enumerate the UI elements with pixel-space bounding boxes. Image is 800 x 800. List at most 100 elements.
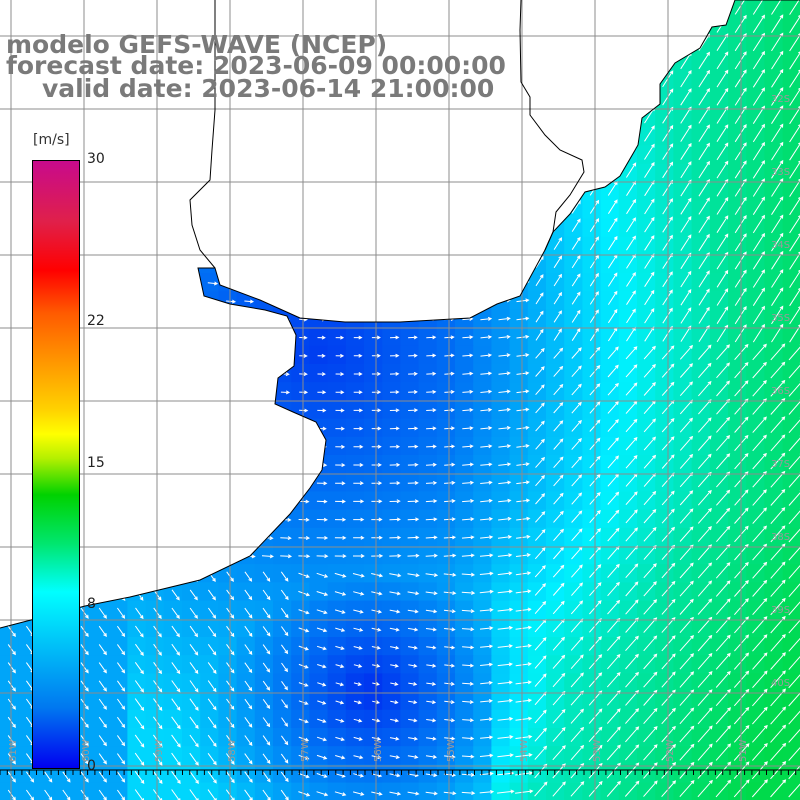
- wind-arrow: [116, 735, 126, 747]
- wind-cell: [218, 236, 238, 256]
- colorbar-tick-label: 0: [87, 758, 96, 774]
- wind-arrow: [189, 354, 200, 359]
- wind-arrow: [7, 570, 17, 584]
- wind-cell: [764, 145, 784, 165]
- wind-arrow: [461, 43, 476, 48]
- wind-cell: [0, 527, 19, 547]
- wind-cell: [236, 163, 256, 183]
- wind-arrow: [788, 670, 800, 689]
- wind-arrow: [479, 571, 494, 576]
- wind-arrow: [261, 117, 275, 122]
- wind-arrow: [80, 771, 89, 783]
- wind-cell: [182, 236, 201, 256]
- wind-arrow: [408, 371, 418, 376]
- wind-arrow: [752, 305, 765, 325]
- wind-cell: [273, 382, 292, 401]
- wind-cell: [691, 236, 711, 256]
- wind-arrow: [207, 336, 218, 340]
- latitude-label: 37S: [771, 459, 790, 470]
- wind-cell: [491, 236, 511, 256]
- wind-arrow: [643, 671, 658, 688]
- wind-cell: [491, 527, 511, 547]
- wind-cell: [600, 254, 620, 274]
- wind-cell: [254, 163, 274, 183]
- wind-arrow: [480, 480, 493, 485]
- wind-arrow: [225, 226, 237, 231]
- wind-arrow: [7, 735, 16, 747]
- wind-cell: [345, 382, 365, 401]
- wind-arrow: [352, 117, 366, 122]
- wind-arrow: [571, 291, 581, 305]
- wind-arrow: [207, 481, 219, 486]
- wind-cell: [309, 327, 329, 347]
- wind-cell: [436, 218, 456, 238]
- wind-arrow: [79, 281, 93, 287]
- wind-arrow: [553, 310, 562, 323]
- wind-arrow: [370, 7, 385, 12]
- wind-cell: [582, 782, 602, 800]
- wind-cell: [218, 0, 238, 19]
- wind-arrow: [170, 154, 184, 159]
- wind-arrow: [571, 327, 581, 341]
- wind-arrow: [280, 607, 289, 619]
- wind-cell: [491, 382, 511, 401]
- wind-cell: [473, 400, 492, 420]
- wind-arrow: [407, 517, 420, 522]
- wind-cell: [163, 473, 183, 492]
- latitude-label: 35S: [771, 313, 790, 324]
- wind-cell: [455, 0, 474, 19]
- wind-cell: [345, 182, 365, 201]
- wind-cell: [236, 127, 256, 147]
- wind-arrow: [371, 573, 384, 578]
- wind-arrow: [80, 680, 89, 692]
- wind-cell: [436, 254, 456, 274]
- wind-cell: [509, 709, 529, 729]
- wind-arrow: [607, 217, 618, 233]
- wind-cell: [436, 400, 456, 420]
- wind-arrow: [589, 309, 599, 323]
- wind-arrow: [698, 288, 710, 306]
- wind-cell: [400, 382, 420, 401]
- wind-arrow: [408, 663, 418, 668]
- wind-cell: [655, 72, 674, 92]
- wind-cell: [273, 364, 292, 383]
- wind-cell: [746, 109, 765, 128]
- wind-arrow: [607, 107, 618, 124]
- wind-arrow: [407, 244, 419, 249]
- wind-cell: [691, 782, 711, 800]
- wind-cell: [728, 273, 747, 292]
- wind-arrow: [298, 117, 311, 122]
- wind-arrow: [316, 627, 328, 633]
- wind-arrow: [789, 159, 800, 179]
- wind-cell: [618, 54, 638, 74]
- wind-arrow: [134, 789, 145, 800]
- wind-arrow: [461, 25, 477, 30]
- wind-cell: [491, 309, 511, 329]
- wind-arrow: [116, 789, 126, 800]
- wind-cell: [582, 18, 602, 37]
- wind-cell: [182, 400, 201, 420]
- wind-arrow: [98, 282, 111, 286]
- wind-cell: [327, 200, 347, 219]
- longitude-label: 61W: [8, 739, 19, 762]
- wind-arrow: [535, 529, 546, 541]
- wind-cell: [655, 218, 674, 238]
- wind-arrow: [624, 780, 640, 797]
- wind-arrow: [389, 208, 401, 213]
- wind-arrow: [98, 735, 107, 747]
- wind-arrow: [116, 716, 126, 729]
- wind-arrow: [752, 141, 765, 161]
- wind-cell: [345, 345, 365, 365]
- wind-cell: [709, 273, 729, 292]
- wind-cell: [400, 509, 420, 529]
- wind-cell: [382, 273, 401, 292]
- wind-arrow: [771, 305, 784, 325]
- longitude-label: 59W: [154, 739, 165, 762]
- wind-arrow: [134, 263, 147, 268]
- wind-cell: [418, 509, 438, 529]
- wind-arrow: [42, 8, 59, 14]
- wind-arrow: [116, 571, 126, 583]
- wind-arrow: [390, 645, 400, 650]
- wind-arrow: [770, 416, 786, 434]
- wind-cell: [764, 72, 784, 92]
